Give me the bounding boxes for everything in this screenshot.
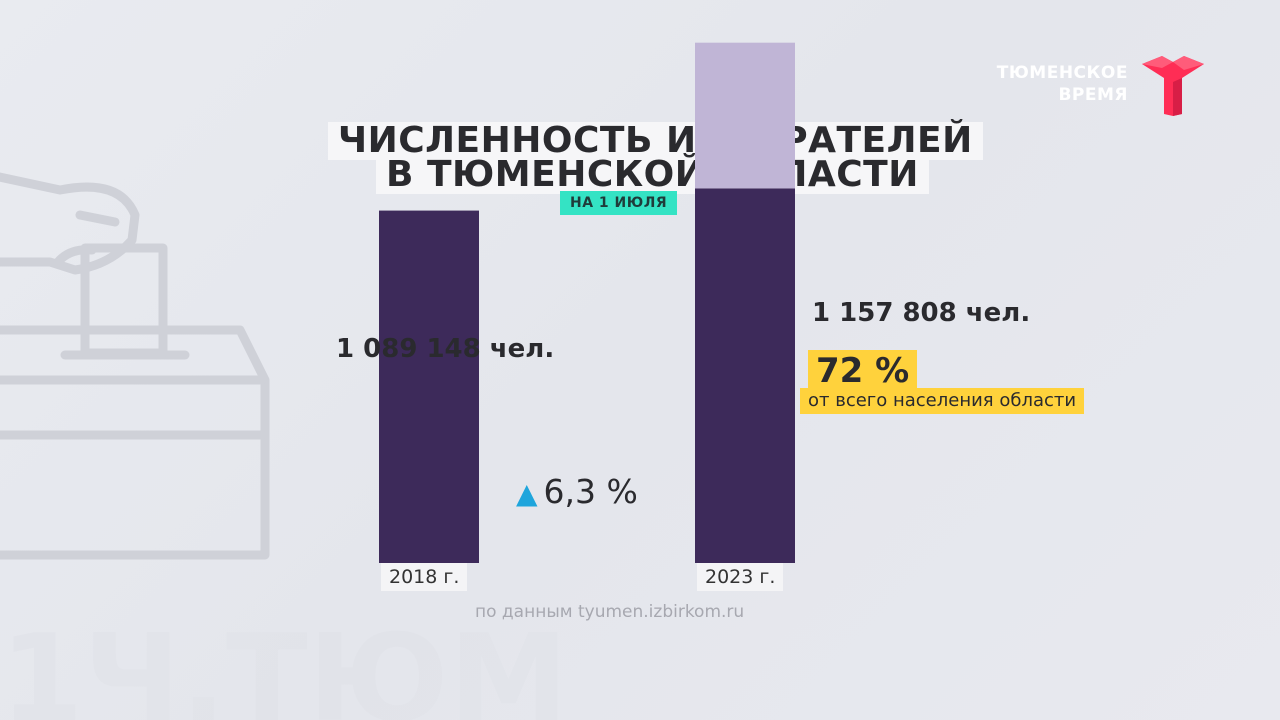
channel-logo-text: ТЮМЕНСКОЕ ВРЕМЯ: [997, 62, 1128, 106]
chart-subtitle: НА 1 ИЮЛЯ: [560, 191, 678, 215]
growth-value: 6,3 %: [543, 472, 638, 511]
share-description: от всего населения области: [800, 388, 1085, 414]
bar-value-label-2018: 1 089 148 чел.: [336, 334, 555, 364]
growth-indicator: ▲ 6,3 %: [516, 472, 638, 511]
bar-0: [379, 210, 479, 563]
category-label-2018: 2018 г.: [381, 563, 468, 591]
logo-line-1: ТЮМЕНСКОЕ: [996, 63, 1128, 83]
category-label-2023: 2023 г.: [697, 563, 784, 591]
channel-logo-icon: [1142, 56, 1204, 116]
share-percent-badge: 72 %: [808, 350, 918, 392]
bar-1-population-remainder: [695, 42, 795, 189]
data-source-note: по данным tyumen.izbirkom.ru: [475, 602, 745, 622]
chart-title-line-2: В ТЮМЕНСКОЙ ОБЛАСТИ: [376, 156, 929, 194]
logo-line-2: ВРЕМЯ: [1058, 85, 1128, 105]
bar-value-label-2023: 1 157 808 чел.: [812, 298, 1031, 328]
bar-1: [695, 188, 795, 564]
chart-title-line-1: ЧИСЛЕННОСТЬ ИЗБИРАТЕЛЕЙ: [328, 122, 983, 160]
triangle-up-icon: ▲: [516, 477, 538, 510]
svg-text:1Ч.ТЮМ: 1Ч.ТЮМ: [0, 610, 568, 720]
